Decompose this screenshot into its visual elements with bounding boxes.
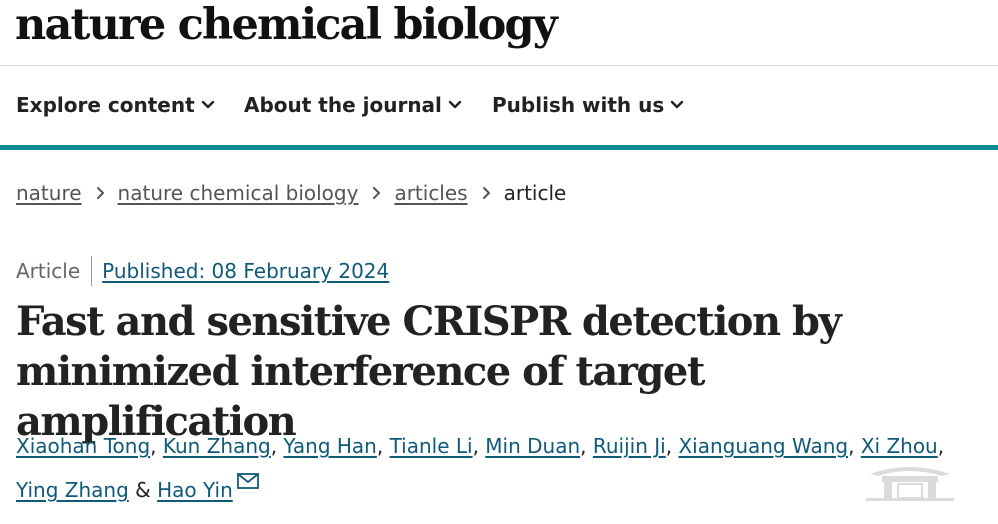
author-separator: , (150, 434, 163, 458)
author-separator: , (580, 434, 593, 458)
author-conjunction: & (135, 478, 151, 502)
article-meta: Article Published: 08 February 2024 (16, 255, 389, 287)
author-separator: , (665, 434, 679, 458)
nav-explore-content[interactable]: Explore content (16, 90, 215, 120)
article-type: Article (16, 256, 93, 286)
author-link[interactable]: Min Duan (485, 434, 581, 458)
nav-publish-with-us[interactable]: Publish with us (492, 90, 684, 120)
nav-about-the-journal-label: About the journal (244, 93, 442, 117)
breadcrumb-articles[interactable]: articles (394, 181, 468, 205)
site-header: nature chemical biology (0, 0, 998, 66)
breadcrumb: nature nature chemical biology articles art… (16, 178, 566, 208)
author-separator: , (937, 434, 945, 458)
author-separator: , (472, 434, 486, 458)
journal-logo[interactable]: nature chemical biology (15, 0, 558, 50)
chevron-right-icon (96, 186, 104, 199)
author-list: Xiaohan Tong, Kun Zhang, Yang Han, Tianl… (16, 424, 988, 512)
author-separator: , (376, 434, 390, 458)
author-link[interactable]: Xiaohan Tong (16, 434, 151, 458)
author-separator: , (270, 434, 284, 458)
author-link[interactable]: Xi Zhou (860, 434, 938, 458)
article-title: Fast and sensitive CRISPR detection by m… (16, 298, 842, 445)
author-separator: , (848, 434, 861, 458)
published-date-link[interactable]: Published: 08 February 2024 (102, 259, 390, 283)
chevron-down-icon (671, 100, 684, 108)
chevron-down-icon (448, 100, 462, 108)
author-link[interactable]: Xianguang Wang (678, 434, 849, 458)
nav-about-the-journal[interactable]: About the journal (244, 90, 462, 120)
author-link[interactable]: Hao Yin (157, 478, 233, 502)
gate-watermark (866, 467, 954, 501)
author-link[interactable]: Ying Zhang (16, 478, 129, 502)
chevron-right-icon (482, 186, 490, 199)
author-link[interactable]: Kun Zhang (162, 434, 271, 458)
breadcrumb-current: article (503, 181, 567, 205)
author-link[interactable]: Ruijin Ji (592, 434, 666, 458)
chevron-right-icon (373, 186, 381, 199)
author-link[interactable]: Tianle Li (389, 434, 473, 458)
mail-icon[interactable] (236, 473, 259, 489)
author-link[interactable]: Yang Han (283, 434, 377, 458)
main-nav: Explore content About the journal Publis… (0, 66, 998, 150)
nav-explore-content-label: Explore content (16, 93, 195, 117)
chevron-down-icon (201, 100, 214, 108)
breadcrumb-nature-chemical-biology[interactable]: nature chemical biology (117, 181, 359, 205)
breadcrumb-nature[interactable]: nature (16, 181, 82, 205)
nav-publish-with-us-label: Publish with us (492, 93, 665, 117)
